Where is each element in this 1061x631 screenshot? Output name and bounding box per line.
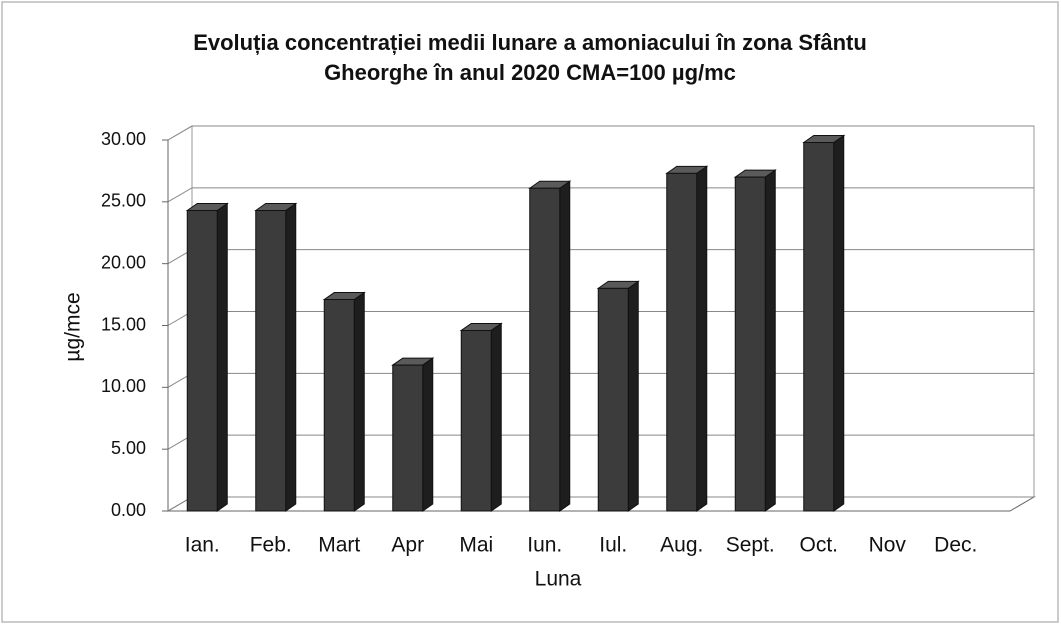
bar: [802, 134, 846, 512]
bar-front: [186, 209, 218, 512]
bar-front: [392, 364, 424, 512]
bar: [665, 165, 709, 512]
bar-front: [597, 287, 629, 512]
y-tick-label: 10.00: [101, 376, 146, 396]
y-tick-label: 5.00: [111, 438, 146, 458]
chart-title: Gheorghe în anul 2020 CMA=100 µg/mc: [324, 60, 736, 85]
bar-side: [285, 202, 297, 512]
y-tick-label: 0.00: [111, 500, 146, 520]
bar: [391, 357, 435, 512]
bar: [733, 169, 777, 512]
bar-side: [764, 169, 776, 512]
bar-front: [666, 172, 698, 512]
bar-side: [559, 180, 571, 512]
bar-front: [734, 176, 766, 512]
x-tick-label: Oct.: [799, 534, 838, 557]
x-tick-label: Ian.: [185, 534, 220, 557]
chart-title: Evoluția concentrației medii lunare a am…: [193, 30, 867, 55]
bar-side: [422, 357, 434, 512]
x-axis-label: Luna: [535, 568, 582, 591]
bar: [596, 280, 640, 512]
bar-front: [529, 187, 561, 512]
bar-front: [803, 141, 835, 512]
bar-front: [460, 329, 492, 512]
x-tick-label: Mai: [459, 534, 493, 557]
bar: [185, 202, 229, 512]
bar: [528, 180, 572, 512]
bar-front: [323, 299, 355, 512]
x-tick-label: Nov: [869, 534, 907, 557]
bar-side: [696, 165, 708, 512]
bar-side: [833, 134, 845, 512]
bar-side: [216, 202, 228, 512]
grid-line: [167, 125, 1034, 141]
x-tick-label: Aug.: [660, 534, 703, 557]
x-tick-label: Mart: [318, 534, 360, 557]
bar: [459, 322, 503, 512]
y-tick-label: 15.00: [101, 314, 146, 334]
bar: [322, 291, 366, 512]
y-tick-label: 25.00: [101, 191, 146, 211]
x-tick-label: Iul.: [599, 534, 627, 557]
y-tick-label: 20.00: [101, 252, 146, 272]
bar-front: [255, 209, 287, 512]
x-tick-label: Feb.: [250, 534, 292, 557]
x-tick-label: Sept.: [726, 534, 775, 557]
bar-side: [490, 322, 502, 512]
x-tick-label: Iun.: [527, 534, 562, 557]
bar-side: [627, 280, 639, 512]
y-tick-label: 30.00: [101, 129, 146, 149]
x-tick-label: Apr: [391, 534, 424, 557]
y-axis-label: µg/mce: [62, 292, 85, 361]
bar: [254, 202, 298, 512]
x-tick-label: Dec.: [934, 534, 977, 557]
bar-side: [353, 291, 365, 512]
